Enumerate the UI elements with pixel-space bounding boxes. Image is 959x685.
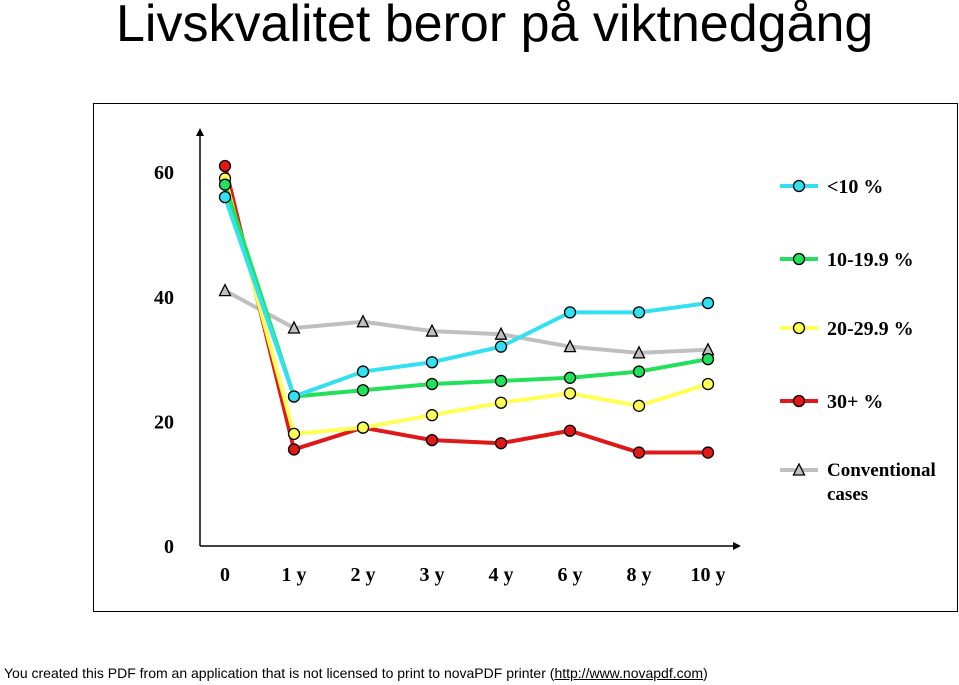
- data-point: [287, 443, 301, 456]
- series-line: [224, 288, 709, 355]
- legend-item-0: <10 %: [780, 176, 883, 198]
- data-point: [563, 424, 577, 437]
- legend-label: 30+ %: [827, 391, 883, 413]
- series-3: [218, 159, 715, 459]
- x-tick-label: 2 y: [351, 564, 376, 586]
- legend-label: Conventional: [827, 460, 936, 481]
- data-point: [218, 190, 232, 204]
- data-point: [218, 178, 232, 191]
- legend-label: 20-29.9 %: [827, 318, 914, 340]
- y-axis-arrow: [196, 128, 204, 136]
- novapdf-link[interactable]: http://www.novapdf.com: [554, 665, 704, 681]
- x-tick-label: 1 y: [282, 564, 307, 586]
- data-point: [356, 365, 370, 378]
- data-point: [494, 396, 508, 409]
- data-point: [287, 427, 301, 441]
- legend-label-line2: cases: [827, 484, 868, 505]
- y-tick-label: 20: [154, 411, 174, 433]
- data-point: [563, 387, 577, 400]
- data-point: [425, 356, 439, 369]
- footer-text: You created this PDF from an application…: [4, 665, 555, 681]
- data-point-triangle: [425, 323, 439, 337]
- chart-frame: 0 20 40 60 0 1 y 2 y 3 y 4 y 6 y 8 y 10 y <10 % 10-1…: [93, 103, 958, 612]
- data-point: [701, 296, 715, 310]
- line-chart: 0 20 40 60 0 1 y 2 y 3 y 4 y 6 y 8 y 10 y <10 % 10-1…: [154, 128, 936, 586]
- data-point: [287, 390, 301, 403]
- data-point: [425, 409, 439, 422]
- data-point: [218, 159, 232, 173]
- data-point: [632, 399, 646, 412]
- x-tick-label: 6 y: [558, 564, 583, 586]
- x-tick-label: 10 y: [691, 564, 726, 586]
- data-point-triangle: [494, 326, 508, 340]
- series-4: [218, 283, 715, 359]
- x-axis-arrow: [733, 542, 741, 550]
- data-point: [356, 421, 370, 434]
- legend: <10 % 10-19.9 % 20-29.9 % 30+ % Conventional…: [780, 176, 936, 505]
- legend-item-1: 10-19.9 %: [780, 249, 914, 271]
- data-point: [701, 352, 715, 366]
- data-point-triangle: [287, 320, 301, 334]
- series-line: [223, 165, 708, 455]
- series-1: [218, 178, 715, 403]
- legend-swatch-marker: [792, 321, 806, 335]
- legend-item-2: 20-29.9 %: [780, 318, 914, 340]
- series-line: [223, 184, 709, 399]
- legend-item-3: 30+ %: [780, 391, 883, 413]
- pdf-footer-notice: You created this PDF from an application…: [4, 665, 708, 681]
- series-0: [218, 190, 715, 403]
- data-point-triangle: [632, 345, 646, 359]
- legend-item-4: Conventional cases: [780, 460, 936, 505]
- series-2: [218, 172, 715, 441]
- data-point: [632, 365, 646, 378]
- series-lines: [218, 159, 715, 459]
- data-point: [563, 371, 577, 384]
- slide-title: Livskvalitet beror på viktnedgång: [116, 0, 874, 53]
- y-tick-label: 40: [154, 287, 174, 309]
- legend-swatch-marker: [792, 252, 806, 266]
- footer-text-end: ): [703, 665, 708, 681]
- data-point: [494, 437, 508, 450]
- y-tick-label: 60: [154, 162, 174, 184]
- data-point: [356, 384, 370, 397]
- x-tick-label: 3 y: [420, 564, 445, 586]
- x-tick-label: 4 y: [489, 564, 514, 586]
- x-tick-label: 8 y: [627, 564, 652, 586]
- data-point-triangle: [218, 283, 232, 297]
- series-line: [223, 196, 709, 399]
- y-tick-label: 0: [164, 536, 174, 558]
- legend-swatch-marker: [792, 179, 806, 193]
- data-point: [632, 446, 646, 459]
- data-point-triangle: [356, 314, 370, 328]
- legend-swatch-marker: [792, 394, 806, 408]
- x-tick-label: 0: [220, 564, 230, 586]
- series-line: [223, 177, 709, 436]
- legend-label: 10-19.9 %: [827, 249, 914, 271]
- data-point: [425, 433, 439, 447]
- legend-label: <10 %: [827, 176, 883, 198]
- data-point: [563, 306, 577, 319]
- data-point: [701, 446, 715, 459]
- data-point: [701, 377, 715, 391]
- data-point: [632, 306, 646, 319]
- data-point: [425, 377, 439, 391]
- data-point: [494, 374, 508, 388]
- data-point: [494, 340, 508, 353]
- axes: 0 20 40 60 0 1 y 2 y 3 y 4 y 6 y 8 y 10 y: [154, 128, 741, 586]
- data-point-triangle: [563, 339, 577, 353]
- legend-swatch-marker: [792, 462, 806, 476]
